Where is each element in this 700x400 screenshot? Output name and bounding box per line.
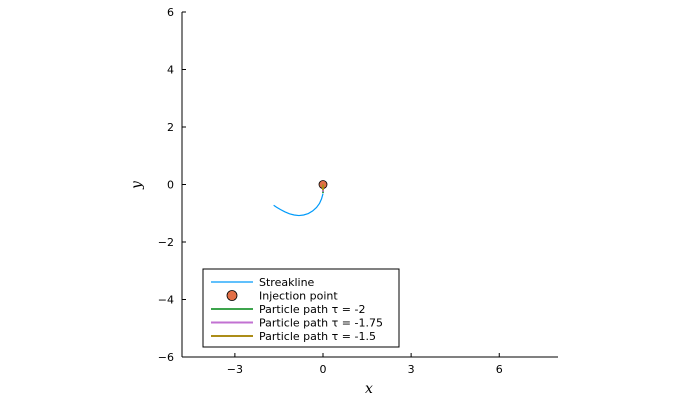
y-tick-label: 0	[167, 179, 174, 192]
tick-labels: −3 0 3 6 −6 −4 −2 0 2 4 6	[158, 6, 503, 376]
legend-label: Injection point	[259, 290, 338, 303]
x-tick-label: 3	[408, 363, 415, 376]
axes	[181, 11, 558, 358]
y-tick-label: −4	[158, 294, 174, 307]
y-axis-label: y	[129, 180, 145, 190]
legend-label: Particle path τ = -1.5	[259, 330, 376, 343]
legend-label: Streakline	[259, 276, 315, 289]
legend-label: Particle path τ = -2	[259, 303, 365, 316]
x-tick-label: −3	[227, 363, 243, 376]
x-tick-label: 6	[496, 363, 503, 376]
series-line-0	[273, 193, 324, 217]
y-tick-label: 6	[167, 6, 174, 19]
legend-label: Particle path τ = -1.75	[259, 317, 383, 330]
legend-swatch	[226, 290, 238, 301]
y-tick-label: 4	[167, 64, 174, 77]
x-axis-label: x	[365, 381, 373, 397]
plot-area	[273, 180, 328, 217]
x-tick-label: 0	[320, 363, 327, 376]
y-tick-label: −6	[158, 351, 174, 364]
y-tick-label: −2	[158, 236, 174, 249]
y-tick-label: 2	[167, 121, 174, 134]
